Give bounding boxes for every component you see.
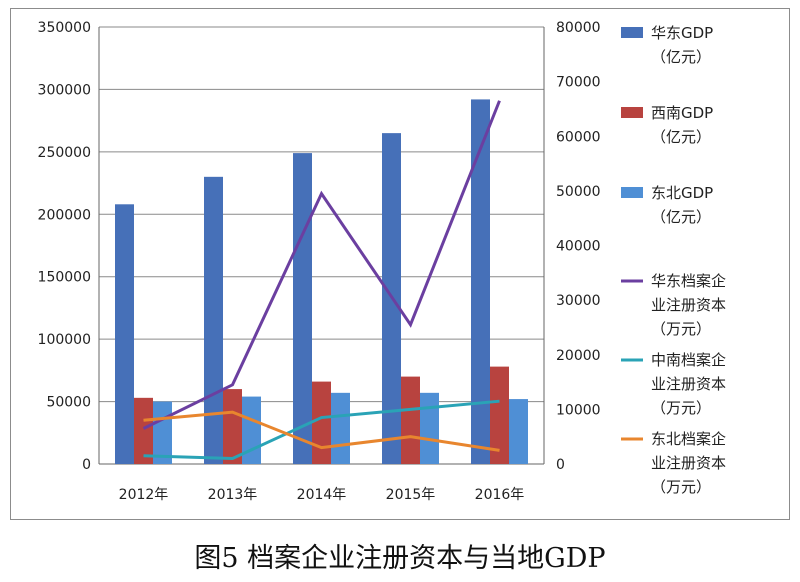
y-right-tick-label: 0	[556, 457, 565, 473]
legend-label: 中南档案企	[651, 351, 726, 369]
legend-swatch	[621, 27, 643, 38]
legend-label: 业注册资本	[651, 375, 726, 393]
y-right-tick-label: 30000	[556, 293, 601, 309]
bar	[153, 401, 172, 464]
bar	[134, 397, 153, 464]
x-tick-label: 2013年	[208, 487, 258, 503]
y-right-tick-label: 70000	[556, 75, 601, 91]
legend-label: （万元）	[651, 399, 711, 417]
x-tick-label: 2012年	[119, 487, 169, 503]
y-right-tick-label: 80000	[556, 20, 601, 36]
y-left-tick-label: 100000	[38, 332, 91, 348]
x-tick-label: 2016年	[475, 487, 525, 503]
series-line	[142, 100, 501, 430]
legend-label: （亿元）	[651, 208, 711, 226]
y-left-tick-label: 350000	[38, 20, 91, 36]
y-left-tick-label: 300000	[38, 82, 91, 98]
legend-label: 西南GDP	[651, 104, 713, 122]
y-left-tick-label: 0	[82, 457, 91, 473]
legend-label: （万元）	[651, 320, 711, 338]
series-line	[143, 410, 500, 452]
y-left-tick-label: 250000	[38, 145, 91, 161]
chart: 0500001000001500002000002500003000003500…	[38, 20, 726, 503]
legend-label: （亿元）	[651, 128, 711, 146]
bar	[115, 204, 134, 464]
y-right-tick-label: 40000	[556, 239, 601, 255]
legend-swatch	[621, 107, 643, 118]
legend-label: 业注册资本	[651, 296, 726, 314]
figure-caption: 图5 档案企业注册资本与当地GDP	[194, 543, 606, 574]
legend-label: 东北档案企	[651, 430, 726, 448]
chart-frame: 0 50000 100000 150000 200000 250000 300000 3500…	[10, 8, 790, 520]
legend-swatch	[621, 187, 643, 198]
bar	[293, 153, 312, 464]
y-right-tick-label: 50000	[556, 184, 601, 200]
y-right-tick-label: 20000	[556, 348, 601, 364]
y-left-tick-label: 150000	[38, 270, 91, 286]
legend-label: 东北GDP	[651, 184, 713, 202]
bar	[331, 392, 350, 464]
y-left-tick-label: 200000	[38, 207, 91, 223]
x-tick-label: 2015年	[386, 487, 436, 503]
legend-label: 华东GDP	[651, 24, 713, 42]
bar	[471, 99, 490, 464]
legend-label: （亿元）	[651, 48, 711, 66]
legend-label: 华东档案企	[651, 272, 726, 290]
y-right-tick-label: 10000	[556, 402, 601, 418]
y-left-tick-label: 50000	[46, 395, 91, 411]
legend-label: （万元）	[651, 478, 711, 496]
bar	[490, 366, 509, 464]
bar	[312, 381, 331, 464]
y-right-tick-label: 60000	[556, 129, 601, 145]
legend-label: 业注册资本	[651, 454, 726, 472]
bar	[509, 399, 528, 464]
bar	[420, 392, 439, 464]
series-line	[143, 399, 500, 461]
bar	[204, 176, 223, 465]
x-tick-label: 2014年	[297, 487, 347, 503]
bar	[401, 376, 420, 464]
bar	[223, 389, 242, 464]
